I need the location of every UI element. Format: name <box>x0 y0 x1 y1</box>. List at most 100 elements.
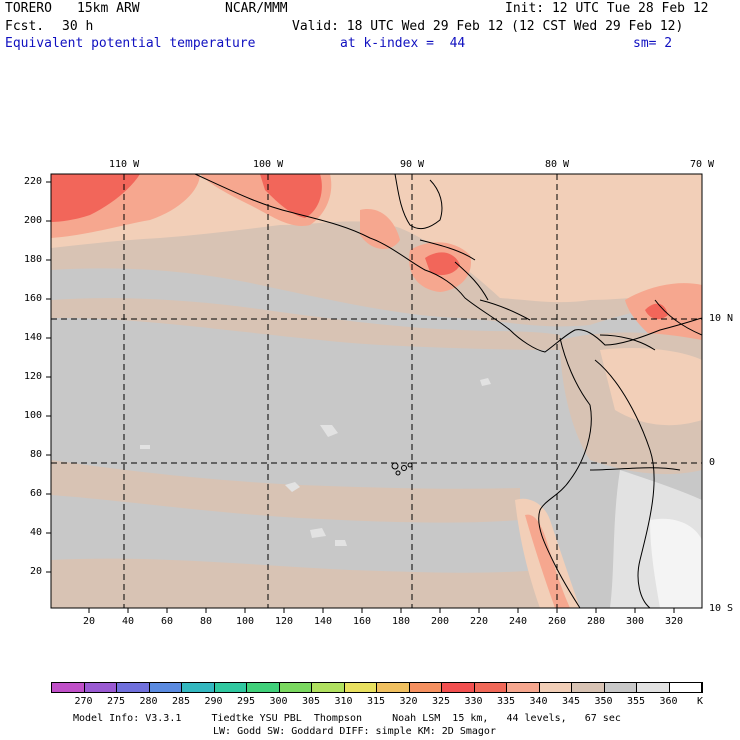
colorbar-swatch <box>247 683 280 692</box>
x-tick-label: 200 <box>431 616 450 627</box>
colorbar-label: 340 <box>529 696 548 707</box>
y-tick-label: 80 <box>30 449 43 460</box>
x-tick-label: 140 <box>314 616 333 627</box>
colorbar-swatch <box>377 683 410 692</box>
colorbar-label: 360 <box>659 696 678 707</box>
colorbar-label: 320 <box>399 696 418 707</box>
colorbar-swatch <box>409 683 442 692</box>
field-strip-335-peru <box>525 514 570 608</box>
y-tick-label: 120 <box>24 371 43 382</box>
y-tick-label: 60 <box>30 488 43 499</box>
y-tick-label: 20 <box>30 566 43 577</box>
colorbar-swatch <box>312 683 345 692</box>
x-tick-label: 300 <box>626 616 645 627</box>
colorbar-swatch <box>84 683 117 692</box>
model-name: TORERO <box>5 1 52 16</box>
colorbar-swatch <box>117 683 150 692</box>
colorbar-label: 330 <box>464 696 483 707</box>
y-tick-label: 100 <box>24 410 43 421</box>
forecast-label: Fcst. <box>5 19 45 34</box>
border-ecuador <box>589 467 681 471</box>
colorbar-swatch <box>279 683 312 692</box>
x-tick-label: 60 <box>161 616 174 627</box>
field-spot-335-oaxaca <box>360 209 400 250</box>
colorbar <box>51 682 703 693</box>
lat-label-0: 0 <box>709 457 716 468</box>
colorbar-label: 310 <box>334 696 353 707</box>
colorbar-label: 280 <box>139 696 158 707</box>
colorbar-swatch <box>442 683 475 692</box>
lon-label-100w: 100 W <box>253 159 284 170</box>
x-tick-label: 180 <box>392 616 411 627</box>
y-tick-label: 140 <box>24 332 43 343</box>
forecast-hour: 30 h <box>62 19 94 34</box>
field-band-345-mid <box>51 298 560 350</box>
field-band-345-bottom <box>51 558 540 608</box>
lat-label-10s: 10 S <box>709 603 734 614</box>
x-tick-label: 260 <box>548 616 567 627</box>
x-tick-label: 120 <box>275 616 294 627</box>
galapagos-island-3 <box>395 470 401 476</box>
lon-label-110w: 110 W <box>109 159 140 170</box>
y-tick-label: 220 <box>24 176 43 187</box>
y-tick-label: 180 <box>24 254 43 265</box>
colorbar-swatch <box>572 683 605 692</box>
colorbar-label: 350 <box>594 696 613 707</box>
colorbar-label: 270 <box>74 696 93 707</box>
colorbar-label: 295 <box>236 696 256 707</box>
map-frame <box>50 173 703 609</box>
lon-label-90w: 90 W <box>400 159 425 170</box>
coastline-yucatan <box>394 174 443 230</box>
borders-venezuela <box>599 299 702 351</box>
colorbar-swatch <box>604 683 637 692</box>
y-tick-label: 200 <box>24 215 43 226</box>
field-spot-330-guatemala <box>425 252 460 276</box>
colorbar-swatch <box>474 683 507 692</box>
center-name: NCAR/MMM <box>225 1 288 16</box>
colorbar-swatch <box>669 683 702 692</box>
valid-time: Valid: 18 UTC Wed 29 Feb 12 (12 CST Wed … <box>292 19 684 34</box>
lon-label-70w: 70 W <box>690 159 715 170</box>
galapagos-island-2 <box>401 465 407 471</box>
border-colombia-peru <box>594 359 655 608</box>
colorbar-swatch <box>52 683 85 692</box>
field-spot-330-venezuela <box>645 303 668 320</box>
y-tick-label: 40 <box>30 527 43 538</box>
model-info: Model Info: V3.3.1 Tiedtke YSU PBL Thomp… <box>73 713 621 724</box>
axis-ticks <box>46 181 675 613</box>
colorbar-label: 325 <box>431 696 451 707</box>
field-name: Equivalent potential temperature <box>5 36 256 51</box>
colorbar-swatch <box>182 683 215 692</box>
colorbar-swatch <box>507 683 540 692</box>
x-tick-label: 320 <box>665 616 684 627</box>
colorbar-label: 335 <box>496 696 516 707</box>
colorbar-label: 305 <box>301 696 321 707</box>
y-tick-label: 160 <box>24 293 43 304</box>
x-tick-label: 40 <box>122 616 135 627</box>
x-tick-label: 80 <box>200 616 213 627</box>
field-spot-330-nw <box>51 174 140 222</box>
latlon-grid <box>51 174 702 608</box>
model-resolution: 15km ARW <box>77 1 140 16</box>
field-layer <box>51 174 702 608</box>
colorbar-swatch <box>539 683 572 692</box>
colorbar-swatch <box>344 683 377 692</box>
init-time: Init: 12 UTC Tue 28 Feb 12 <box>505 1 709 16</box>
colorbar-label: 290 <box>204 696 223 707</box>
colorbar-label: 355 <box>626 696 646 707</box>
coastline-south-america <box>538 337 592 608</box>
smoothing-value: sm= 2 <box>633 36 673 51</box>
colorbar-label: 345 <box>561 696 581 707</box>
colorbar-swatch <box>149 683 182 692</box>
field-band-340-north <box>51 174 702 303</box>
colorbar-label: 285 <box>171 696 191 707</box>
level-index: at k-index = 44 <box>340 36 466 51</box>
field-region-360-andes <box>650 518 702 608</box>
field-region-340-colombia <box>600 348 702 426</box>
lon-label-80w: 80 W <box>545 159 570 170</box>
x-tick-label: 280 <box>587 616 606 627</box>
colorbar-unit: K <box>697 696 704 707</box>
x-tick-label: 20 <box>83 616 96 627</box>
borders-central-america <box>419 239 531 321</box>
